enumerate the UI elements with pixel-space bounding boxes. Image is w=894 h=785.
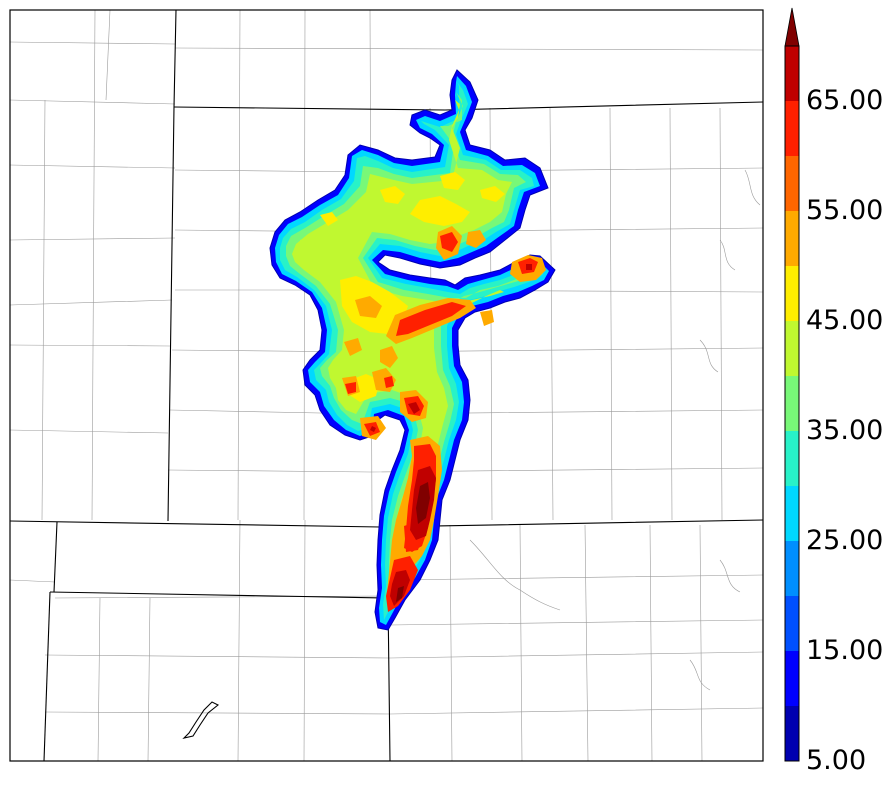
colorbar-tick-label: 55.00 [806, 195, 884, 226]
colorbar-segment [785, 486, 799, 541]
colorbar-segment [785, 101, 799, 156]
colorbar [784, 7, 800, 762]
colorbar-outline [784, 45, 800, 762]
colorbar-segment [785, 376, 799, 431]
reflectivity-field [269, 69, 556, 631]
colorbar-segment [785, 266, 799, 321]
colorbar-segment [785, 541, 799, 596]
colorbar-segment [785, 211, 799, 266]
colorbar-segment [785, 46, 799, 101]
colorbar-tick-label: 15.00 [806, 635, 884, 666]
colorbar-segment [785, 321, 799, 376]
colorbar-tick-label: 25.00 [806, 525, 884, 556]
colorbar-segment [785, 706, 799, 761]
colorbar-tick-label: 35.00 [806, 415, 884, 446]
colorbar-segment [785, 156, 799, 211]
colorbar-tick-label: 45.00 [806, 305, 884, 336]
colorbar-segment [785, 596, 799, 651]
colorbar-tick-label: 5.00 [806, 745, 867, 776]
colorbar-extend-arrow [784, 7, 800, 47]
colorbar-tick-label: 65.00 [806, 85, 884, 116]
colorbar-segment [785, 431, 799, 486]
colorbar-segment [785, 651, 799, 706]
map-frame [9, 9, 764, 762]
